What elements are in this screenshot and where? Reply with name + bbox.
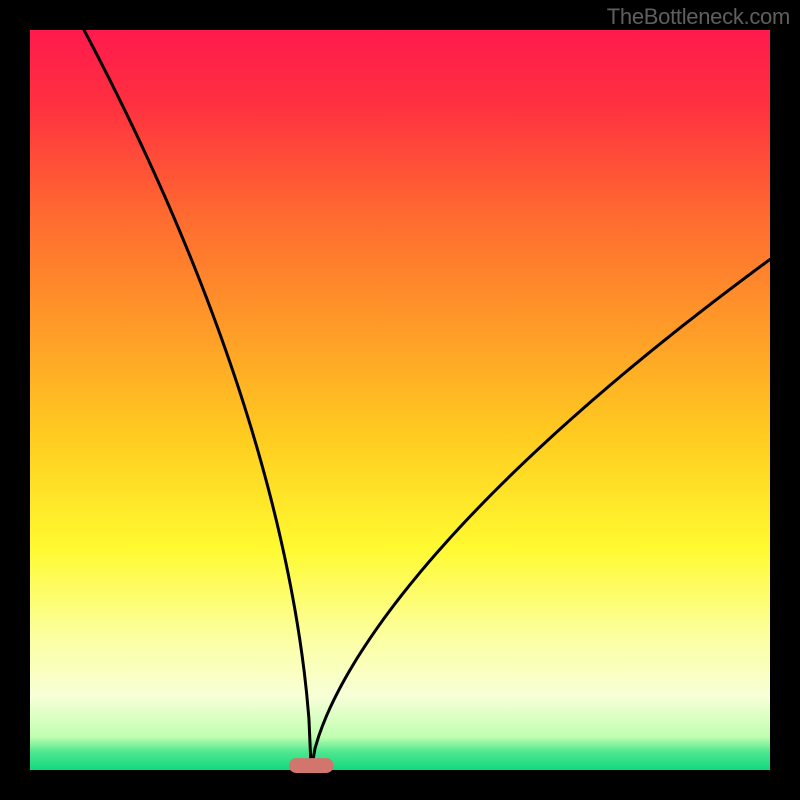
watermark-text: TheBottleneck.com: [607, 4, 790, 30]
chart-container: TheBottleneck.com: [0, 0, 800, 800]
notch-marker: [289, 758, 333, 773]
chart-svg: [0, 0, 800, 800]
